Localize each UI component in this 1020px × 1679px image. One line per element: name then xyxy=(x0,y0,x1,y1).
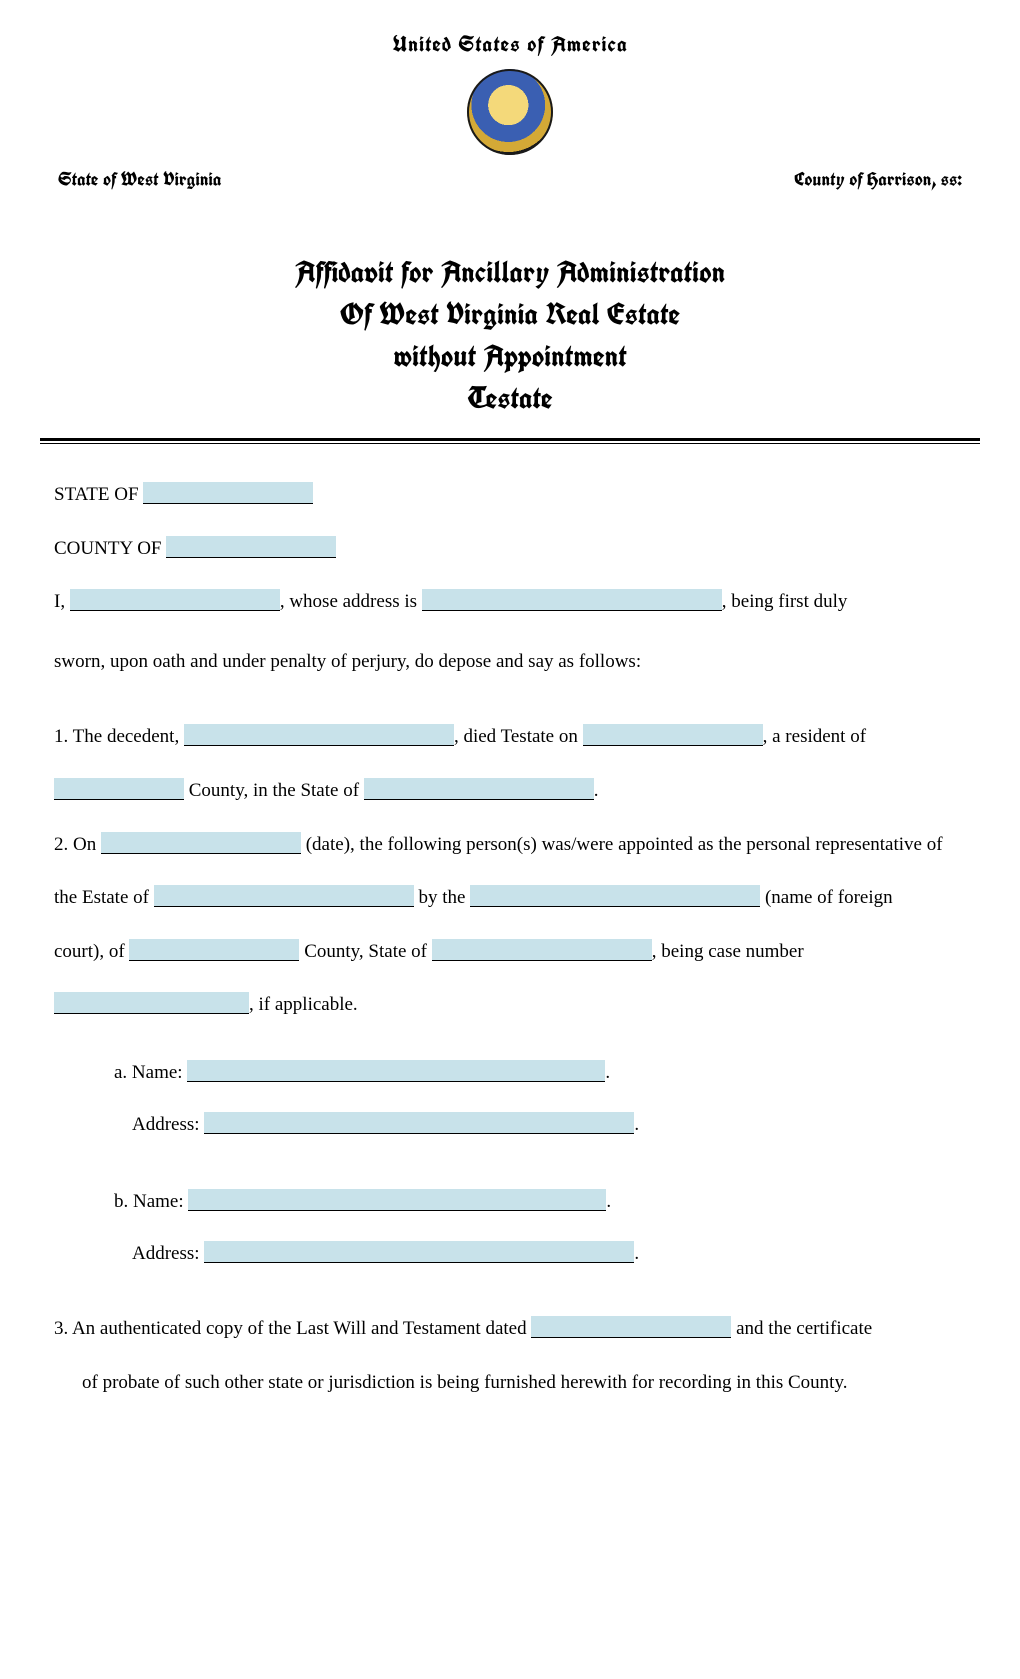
affiant-row: I, , whose address is , being first duly xyxy=(54,579,966,625)
resident-state-input[interactable] xyxy=(364,778,594,800)
rep-a-address-row: Address: . xyxy=(114,1102,966,1148)
estate-name-input[interactable] xyxy=(154,885,414,907)
title-line-2: Of West Virginia Real Estate xyxy=(40,294,980,336)
representatives-list: a. Name: . Address: . b. Name: . Address… xyxy=(54,1050,966,1276)
date-following-label: (date), the following person(s) was/were… xyxy=(306,834,943,855)
item-1-line-2: County, in the State of . xyxy=(54,768,966,814)
state-label: State of West Virginia xyxy=(58,167,221,192)
whose-address-label: , whose address is xyxy=(280,591,417,612)
county-state-of-label: County, State of xyxy=(304,941,427,962)
period-a1: . xyxy=(605,1062,610,1083)
court-of-label: court), of xyxy=(54,941,125,962)
resident-of-label: , a resident of xyxy=(763,726,866,747)
state-of-label: STATE OF xyxy=(54,484,139,505)
state-seal-wrap xyxy=(40,69,980,155)
case-number-input[interactable] xyxy=(54,992,249,1014)
affiant-address-input[interactable] xyxy=(422,589,722,611)
being-case-label: , being case number xyxy=(652,941,804,962)
rep-b-address-input[interactable] xyxy=(204,1241,634,1263)
foreign-county-input[interactable] xyxy=(129,939,299,961)
rep-a-name-input[interactable] xyxy=(187,1060,605,1082)
rep-a-name-row: a. Name: . xyxy=(114,1050,966,1096)
item2-prefix: 2. On xyxy=(54,834,96,855)
county-of-label: COUNTY OF xyxy=(54,538,162,559)
resident-county-input[interactable] xyxy=(54,778,184,800)
item-2-line-4: , if applicable. xyxy=(54,982,966,1028)
name-of-foreign-label: (name of foreign xyxy=(765,887,893,908)
b-name-label: b. Name: xyxy=(114,1191,184,1212)
title-line-3: without Appointment xyxy=(40,336,980,378)
title-line-4: Testate xyxy=(40,378,980,420)
date-of-death-input[interactable] xyxy=(583,724,763,746)
item-3-line-1: 3. An authenticated copy of the Last Wil… xyxy=(54,1306,966,1352)
item-2-line-1: 2. On (date), the following person(s) wa… xyxy=(54,822,966,868)
item-2-line-3: court), of County, State of , being case… xyxy=(54,929,966,975)
form-body: STATE OF COUNTY OF I, , whose address is… xyxy=(40,472,980,1406)
affiant-name-input[interactable] xyxy=(70,589,280,611)
county-of-input[interactable] xyxy=(166,536,336,558)
i-label: I, xyxy=(54,591,65,612)
item1-prefix: 1. The decedent, xyxy=(54,726,179,747)
and-cert-label: and the certificate xyxy=(736,1318,872,1339)
item3-prefix: 3. An authenticated copy of the Last Wil… xyxy=(54,1318,527,1339)
period-1: . xyxy=(594,780,599,801)
foreign-state-input[interactable] xyxy=(432,939,652,961)
if-applicable-label: , if applicable. xyxy=(249,994,358,1015)
foreign-court-input[interactable] xyxy=(470,885,760,907)
rep-b-name-input[interactable] xyxy=(188,1189,606,1211)
state-of-row: STATE OF xyxy=(54,472,966,518)
header-country: United States of America xyxy=(40,30,980,59)
item-3-line-2: of probate of such other state or jurisd… xyxy=(54,1360,966,1406)
by-the-label: by the xyxy=(418,887,465,908)
item-2-line-2: the Estate of by the (name of foreign xyxy=(54,875,966,921)
sworn-line: sworn, upon oath and under penalty of pe… xyxy=(54,639,966,685)
county-label: County of Harrison, ss: xyxy=(794,167,962,192)
died-testate-label: , died Testate on xyxy=(454,726,578,747)
county-of-row: COUNTY OF xyxy=(54,526,966,572)
period-b1: . xyxy=(606,1191,611,1212)
title-line-1: Affidavit for Ancillary Administration xyxy=(40,252,980,294)
decedent-name-input[interactable] xyxy=(184,724,454,746)
item-1-line-1: 1. The decedent, , died Testate on , a r… xyxy=(54,714,966,760)
b-address-label: Address: xyxy=(132,1243,200,1264)
county-in-state-label: County, in the State of xyxy=(189,780,359,801)
rep-b-name-row: b. Name: . xyxy=(114,1179,966,1225)
document-title: Affidavit for Ancillary Administration O… xyxy=(40,252,980,420)
being-first-label: , being first duly xyxy=(722,591,848,612)
a-name-label: a. Name: xyxy=(114,1062,183,1083)
period-b2: . xyxy=(634,1243,639,1264)
state-seal-icon xyxy=(467,69,553,155)
will-date-input[interactable] xyxy=(531,1316,731,1338)
period-a2: . xyxy=(634,1114,639,1135)
rep-b-address-row: Address: . xyxy=(114,1231,966,1277)
a-address-label: Address: xyxy=(132,1114,200,1135)
estate-of-label: the Estate of xyxy=(54,887,149,908)
rep-a-address-input[interactable] xyxy=(204,1112,634,1134)
state-of-input[interactable] xyxy=(143,482,313,504)
sub-header: State of West Virginia County of Harriso… xyxy=(40,167,980,192)
divider-double xyxy=(40,438,980,444)
appointment-date-input[interactable] xyxy=(101,832,301,854)
